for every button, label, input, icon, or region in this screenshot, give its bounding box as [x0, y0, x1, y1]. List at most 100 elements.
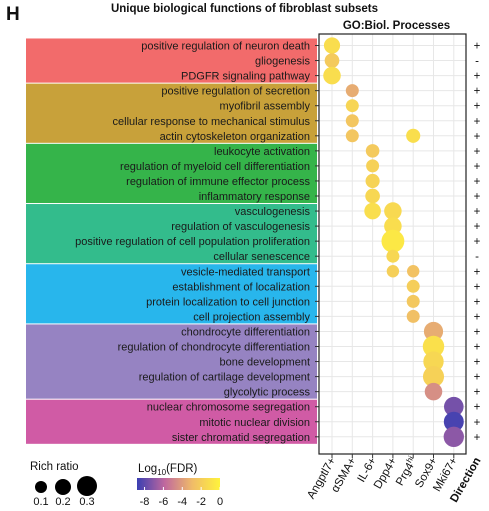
term-label: mitotic nuclear division [199, 417, 310, 429]
direction-sign: + [474, 221, 481, 233]
panel-letter: H [6, 4, 20, 25]
direction-sign: + [474, 372, 481, 384]
direction-sign: + [474, 281, 481, 293]
term-label: protein localization to cell junction [146, 296, 310, 308]
data-point [324, 53, 340, 68]
data-point [384, 202, 402, 220]
chart-title: Unique biological functions of fibroblas… [110, 3, 379, 15]
dots [323, 37, 464, 447]
size-legend-label: 0.1 [33, 496, 48, 508]
data-point [381, 229, 405, 253]
data-point [406, 279, 420, 293]
term-label: gliogenesis [255, 56, 311, 68]
direction-sign: + [474, 236, 481, 248]
direction-sign: + [474, 86, 481, 98]
data-point [365, 173, 380, 189]
data-point [366, 159, 380, 173]
direction-sign: + [474, 101, 481, 113]
data-point [423, 321, 444, 342]
data-point [386, 249, 400, 263]
direction-sign: + [474, 116, 481, 128]
term-label: regulation of immune effector process [126, 176, 310, 188]
direction-sign: - [475, 56, 479, 68]
data-point [443, 426, 464, 447]
gridlines [319, 34, 466, 454]
term-label: establishment of localization [172, 281, 310, 293]
size-legend-dot [77, 476, 97, 496]
term-label: positive regulation of neuron death [141, 41, 310, 53]
color-legend-bar [137, 478, 220, 490]
direction-sign: + [474, 131, 481, 143]
term-label: chondrocyte differentiation [181, 326, 310, 338]
term-label: positive regulation of secretion [161, 86, 310, 98]
direction-sign: + [474, 326, 481, 338]
term-label: regulation of cartilage development [139, 372, 310, 384]
data-point [443, 411, 464, 432]
data-point [345, 129, 359, 143]
size-legend-dot [35, 481, 47, 493]
direction-sign: + [474, 387, 481, 399]
color-legend-label: -4 [177, 496, 187, 508]
size-legend-label: 0.3 [79, 496, 94, 508]
size-legend-dot [55, 479, 71, 495]
direction-sign: + [474, 176, 481, 188]
term-label: positive regulation of cell population p… [75, 236, 310, 248]
term-label: vesicle-mediated transport [181, 266, 310, 278]
data-point [386, 265, 400, 278]
data-point [407, 265, 420, 278]
go-subtitle: GO:Biol. Processes [343, 20, 450, 32]
direction-sign: - [475, 251, 479, 263]
data-point [422, 335, 445, 358]
category-band [26, 264, 317, 324]
direction-sign: + [474, 357, 481, 369]
term-label: regulation of chondrocyte differentiatio… [118, 342, 310, 354]
category-band [26, 204, 317, 264]
direction-sign: + [474, 432, 481, 444]
size-legend-title: Rich ratio [30, 461, 79, 473]
term-label: vasculogenesis [235, 206, 311, 218]
data-point [323, 37, 341, 54]
term-label: PDGFR signaling pathway [181, 71, 311, 83]
data-point [422, 366, 445, 388]
data-point [384, 217, 402, 235]
category-band [26, 324, 317, 399]
color-legend-title: Log10(FDR) [138, 463, 198, 477]
term-label: cell projection assembly [193, 311, 310, 323]
data-point [444, 396, 464, 417]
data-point [345, 114, 359, 128]
direction-sign: + [474, 161, 481, 173]
color-legend-label: -8 [140, 496, 150, 508]
direction-sign: + [474, 191, 481, 203]
size-legend-label: 0.2 [55, 496, 70, 508]
category-band [26, 83, 317, 143]
color-legend-label: -6 [159, 496, 169, 508]
term-label: myofibril assembly [220, 101, 311, 113]
column-label: Angptl7+ [305, 455, 338, 501]
term-label: leukocyte activation [214, 146, 310, 158]
category-band [26, 38, 317, 83]
direction-sign: + [474, 417, 481, 429]
term-label: cellular senescence [213, 251, 310, 263]
term-label: bone development [219, 357, 310, 369]
color-legend-label: 0 [217, 496, 223, 508]
data-point [424, 382, 443, 401]
term-label: regulation of myeloid cell differentiati… [120, 161, 310, 173]
term-label: actin cytoskeleton organization [160, 131, 310, 143]
category-band [26, 143, 317, 204]
direction-sign: + [474, 71, 481, 83]
direction-sign: + [474, 311, 481, 323]
term-label: nuclear chromosome segregation [147, 402, 310, 414]
term-label: inflammatory response [199, 191, 310, 203]
data-point [345, 84, 359, 98]
direction-sign: + [474, 146, 481, 158]
term-label: glycolytic process [224, 387, 311, 399]
data-point [406, 128, 421, 143]
data-point [364, 202, 381, 220]
direction-sign: + [474, 296, 481, 308]
term-label: regulation of vasculogenesis [171, 221, 310, 233]
direction-sign: + [474, 342, 481, 354]
direction-sign: + [474, 402, 481, 414]
data-point [406, 294, 420, 308]
data-point [365, 144, 380, 158]
data-point [423, 351, 444, 372]
